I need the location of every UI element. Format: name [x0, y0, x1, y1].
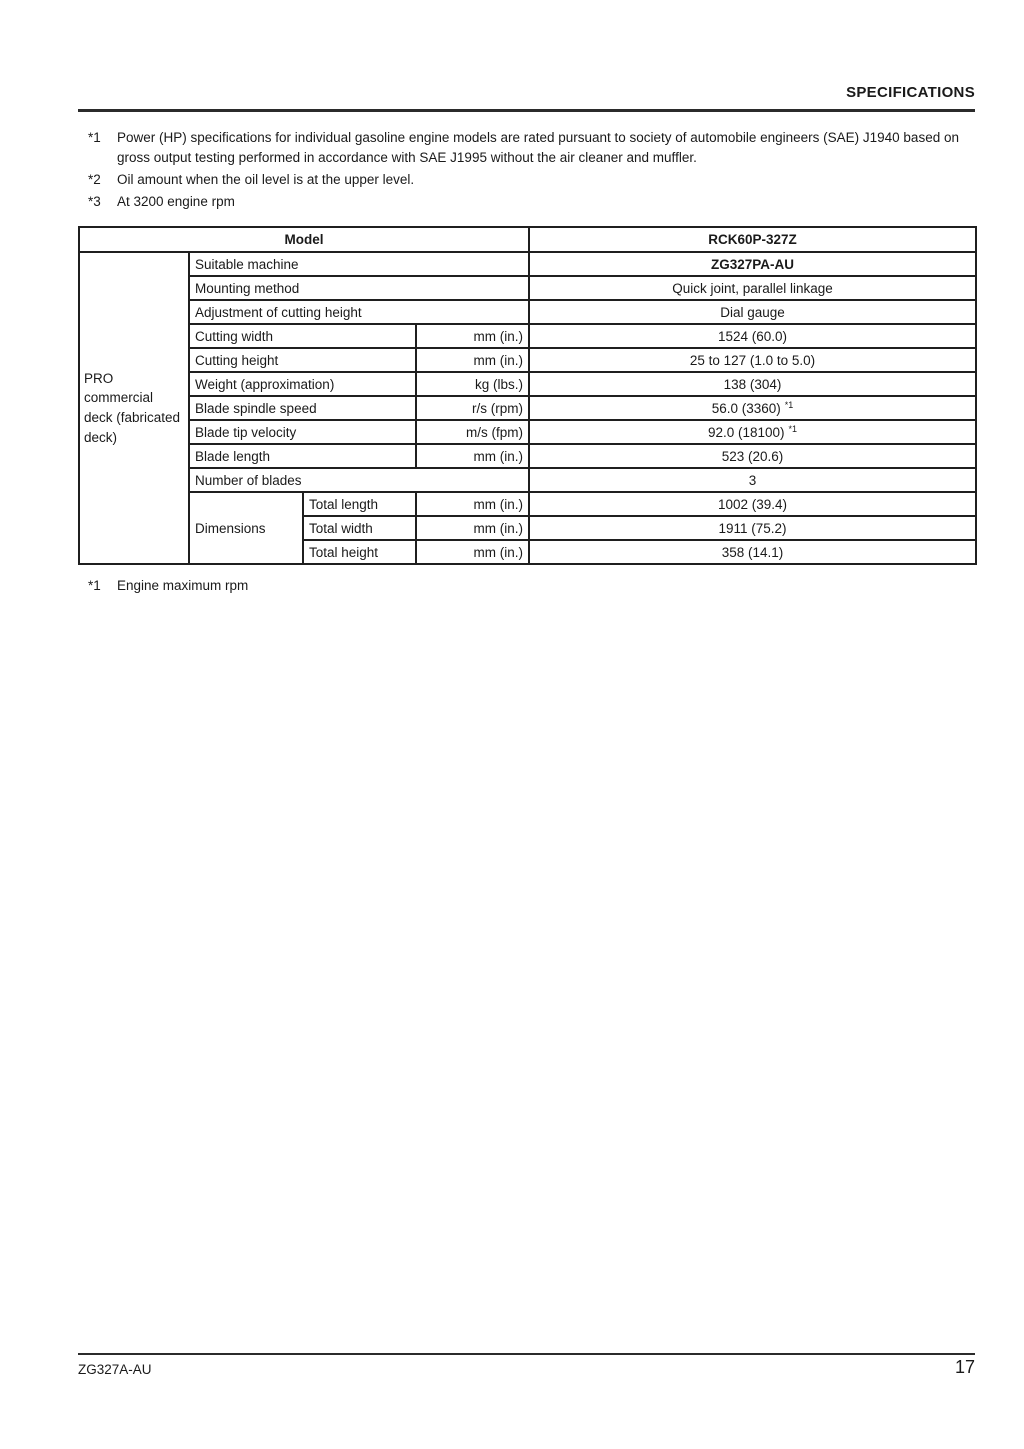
footnote-marker: *2	[88, 172, 101, 187]
header-divider	[78, 109, 975, 112]
spec-table-container: Model RCK60P-327Z PRO commercial deck (f…	[78, 226, 977, 565]
table-row-blade-tip-velocity: Blade tip velocity m/s (fpm) 92.0 (18100…	[79, 419, 977, 445]
spec-value: 3	[528, 467, 977, 493]
spec-label: Total length	[302, 491, 417, 517]
table-row-suitable-machine: PRO commercial deck (fabricated deck) Su…	[78, 251, 977, 565]
spec-label: Cutting height	[188, 347, 417, 373]
spec-value: 138 (304)	[528, 371, 977, 397]
spec-value: 92.0 (18100) *1	[528, 419, 977, 445]
top-footnotes: *1 Power (HP) specifications for individ…	[88, 128, 966, 214]
spec-unit: r/s (rpm)	[415, 395, 530, 421]
model-value-cell: RCK60P-327Z	[528, 226, 977, 253]
spec-unit: kg (lbs.)	[415, 371, 530, 397]
footer-divider	[78, 1353, 975, 1355]
spec-value: 1002 (39.4)	[528, 491, 977, 517]
spec-label: Weight (approximation)	[188, 371, 417, 397]
spec-unit: mm (in.)	[415, 491, 530, 517]
spec-unit: mm (in.)	[415, 515, 530, 541]
footnote-ref: *1	[784, 400, 794, 410]
table-row-total-width: Total width mm (in.) 1911 (75.2)	[79, 515, 977, 541]
footnote-text: Power (HP) specifications for individual…	[117, 130, 959, 165]
spec-label: Cutting width	[188, 323, 417, 349]
footer-doc-code: ZG327A-AU	[78, 1362, 152, 1377]
deck-group-cell: PRO commercial deck (fabricated deck)	[78, 251, 190, 565]
spec-label: Blade tip velocity	[188, 419, 417, 445]
spec-label: Blade spindle speed	[188, 395, 417, 421]
spec-value: Quick joint, parallel linkage	[528, 275, 977, 301]
spec-value: 56.0 (3360) *1	[528, 395, 977, 421]
spec-unit: m/s (fpm)	[415, 419, 530, 445]
table-row-model: Model RCK60P-327Z	[78, 226, 977, 253]
spec-value: 358 (14.1)	[528, 539, 977, 565]
spec-value: Dial gauge	[528, 299, 977, 325]
table-row-cutting-height-adjustment: Adjustment of cutting height Dial gauge	[79, 299, 977, 325]
spec-value: 25 to 127 (1.0 to 5.0)	[528, 347, 977, 373]
footnote-ref: *1	[788, 424, 798, 434]
footnote-text: Oil amount when the oil level is at the …	[117, 172, 415, 187]
spec-label: Blade length	[188, 443, 417, 469]
spec-label: Adjustment of cutting height	[188, 299, 530, 325]
model-header-cell: Model	[78, 226, 530, 253]
table-row-number-of-blades: Number of blades 3	[79, 467, 977, 493]
table-row-mounting-method: Mounting method Quick joint, parallel li…	[79, 275, 977, 301]
bottom-footnote: *1 Engine maximum rpm	[88, 576, 688, 598]
spec-value: 523 (20.6)	[528, 443, 977, 469]
spec-value-text: 92.0 (18100)	[707, 425, 785, 440]
table-row-weight: Weight (approximation) kg (lbs.) 138 (30…	[79, 371, 977, 397]
footnote-item: *1 Engine maximum rpm	[88, 576, 688, 596]
spec-label: Mounting method	[188, 275, 530, 301]
dimensions-group-cell: Dimensions	[188, 491, 304, 565]
table-row-total-height: Total height mm (in.) 358 (14.1)	[79, 539, 977, 565]
spec-unit: mm (in.)	[415, 539, 530, 565]
table-row-total-length: Dimensions Total length mm (in.) 1002 (3…	[79, 491, 977, 565]
spec-table: Model RCK60P-327Z PRO commercial deck (f…	[78, 226, 977, 565]
footnote-item: *1 Power (HP) specifications for individ…	[88, 128, 966, 168]
spec-value: ZG327PA-AU	[528, 251, 977, 277]
table-row-blade-length: Blade length mm (in.) 523 (20.6)	[79, 443, 977, 469]
spec-value-text: 56.0 (3360)	[711, 401, 781, 416]
spec-label: Suitable machine	[188, 251, 530, 277]
footnote-marker: *3	[88, 194, 101, 209]
spec-label: Total height	[302, 539, 417, 565]
spec-unit: mm (in.)	[415, 323, 530, 349]
spec-value: 1911 (75.2)	[528, 515, 977, 541]
footnote-text: Engine maximum rpm	[117, 578, 249, 593]
page-title: SPECIFICATIONS	[846, 84, 975, 101]
spec-label: Number of blades	[188, 467, 530, 493]
table-row-cutting-width: Cutting width mm (in.) 1524 (60.0)	[79, 323, 977, 349]
footnote-marker: *1	[88, 578, 101, 593]
footer-page-number: 17	[954, 1357, 975, 1377]
spec-unit: mm (in.)	[415, 443, 530, 469]
table-row-blade-spindle-speed: Blade spindle speed r/s (rpm) 56.0 (3360…	[79, 395, 977, 421]
footnote-item: *3 At 3200 engine rpm	[88, 192, 966, 212]
spec-unit: mm (in.)	[415, 347, 530, 373]
spec-value: 1524 (60.0)	[528, 323, 977, 349]
footnote-text: At 3200 engine rpm	[117, 194, 235, 209]
footnote-item: *2 Oil amount when the oil level is at t…	[88, 170, 966, 190]
spec-label: Total width	[302, 515, 417, 541]
table-row-cutting-height: Cutting height mm (in.) 25 to 127 (1.0 t…	[79, 347, 977, 373]
footnote-marker: *1	[88, 130, 101, 145]
